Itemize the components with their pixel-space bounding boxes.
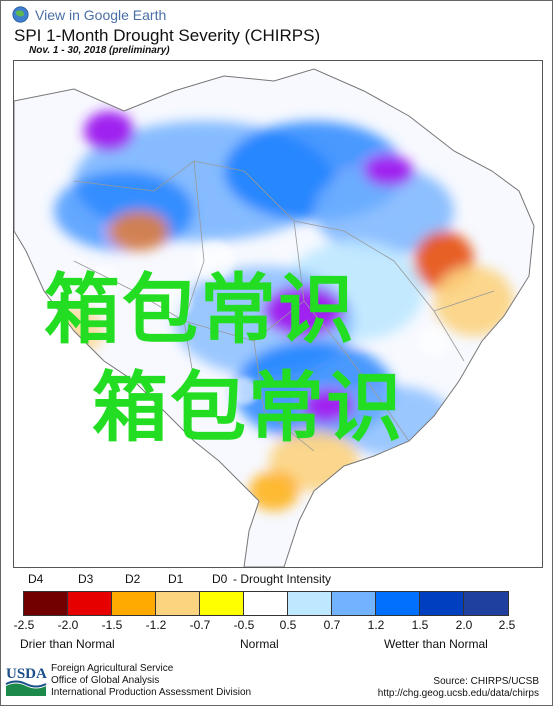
map-title: SPI 1-Month Drought Severity (CHIRPS) xyxy=(14,26,321,45)
legend-wet-label: Wetter than Normal xyxy=(384,637,488,651)
legend-color-bar xyxy=(23,591,509,616)
source-info: Source: CHIRPS/UCSB http://chg.geog.ucsb… xyxy=(378,676,539,700)
legend-tick: -2.5 xyxy=(13,618,35,632)
agency-line-2: Office of Global Analysis xyxy=(51,675,160,686)
legend-swatch xyxy=(464,592,508,615)
agency-line-3: International Production Assessment Divi… xyxy=(51,687,252,698)
legend-categories: D4 D3 D2 D1 D0 - Drought Intensity xyxy=(0,572,553,586)
legend-category-d3: D3 xyxy=(78,572,94,586)
legend-category-title: - Drought Intensity xyxy=(233,572,332,586)
usda-logo-text: USDA xyxy=(6,666,47,682)
google-earth-label: View in Google Earth xyxy=(35,6,167,23)
overlay-watermark-text-2: 箱包常识 xyxy=(92,363,404,452)
google-earth-icon xyxy=(12,6,29,23)
legend-tick: 1.2 xyxy=(367,618,385,632)
legend-category-d2: D2 xyxy=(125,572,141,586)
source-line-1: Source: CHIRPS/UCSB xyxy=(433,676,539,687)
map-subtitle: Nov. 1 - 30, 2018 (preliminary) xyxy=(29,45,170,56)
legend-ticks: -2.5 -2.0 -1.5 -1.2 -0.7 -0.5 0.5 0.7 1.… xyxy=(0,618,553,632)
legend-tick: -1.2 xyxy=(145,618,167,632)
legend-swatch xyxy=(68,592,112,615)
overlay-watermark-text-1: 箱包常识 xyxy=(44,265,356,354)
map-canvas xyxy=(14,61,542,567)
legend-category-d1: D1 xyxy=(168,572,184,586)
legend-tick: 1.5 xyxy=(411,618,429,632)
legend-category-d0: D0 xyxy=(212,572,228,586)
legend-tick: 0.7 xyxy=(323,618,341,632)
legend-swatch xyxy=(332,592,376,615)
usda-logo: USDA xyxy=(5,666,47,696)
google-earth-link[interactable]: View in Google Earth xyxy=(12,6,166,23)
drought-map[interactable] xyxy=(13,60,543,568)
legend-swatch xyxy=(156,592,200,615)
legend-tick: -0.5 xyxy=(233,618,255,632)
agency-info: Foreign Agricultural Service Office of G… xyxy=(51,663,251,699)
legend-tick: 2.0 xyxy=(455,618,473,632)
legend-tick: -1.5 xyxy=(101,618,123,632)
legend-swatch xyxy=(24,592,68,615)
legend-dry-label: Drier than Normal xyxy=(20,637,115,651)
legend-swatch xyxy=(420,592,464,615)
legend-category-d4: D4 xyxy=(28,572,44,586)
legend-normal-label: Normal xyxy=(240,637,279,651)
legend-tick: 0.5 xyxy=(279,618,297,632)
legend-tick: -0.7 xyxy=(189,618,211,632)
legend-tick: 2.5 xyxy=(498,618,516,632)
agency-line-1: Foreign Agricultural Service xyxy=(51,663,174,674)
legend-tick: -2.0 xyxy=(57,618,79,632)
source-url[interactable]: http://chg.geog.ucsb.edu/data/chirps xyxy=(377,688,539,699)
legend-swatch xyxy=(200,592,244,615)
legend-swatch xyxy=(244,592,288,615)
legend-swatch xyxy=(112,592,156,615)
legend-swatch xyxy=(288,592,332,615)
legend-swatch xyxy=(376,592,420,615)
